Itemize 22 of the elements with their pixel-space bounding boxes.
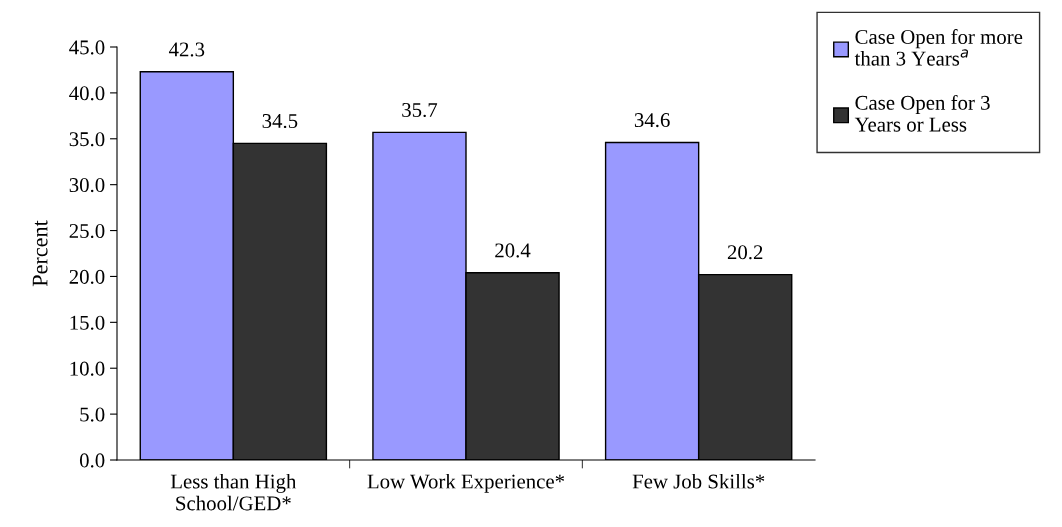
y-tick-label: 25.0 [69,223,105,239]
y-tick-label: 0.0 [79,453,105,468]
y-tick-label: 10.0 [70,361,105,376]
data-label: 34.5 [262,114,298,129]
x-tick-label: Low Work Experience* [367,473,565,493]
x-tick-label: Few Job Skills* [632,473,765,489]
data-label: 42.3 [168,42,205,57]
y-tick-label: 30.0 [69,178,105,193]
y-tick-label: 45.0 [69,40,105,55]
data-label: 20.2 [727,245,763,260]
y-tick-label: 15.0 [70,315,105,330]
y-tick-label: 5.0 [80,407,105,422]
y-axis-title: Percent [32,220,48,287]
legend-label: Case Open for 3 Years or Less [854,94,990,132]
data-label: 34.6 [634,113,670,128]
y-tick-label: 20.0 [69,269,105,284]
data-label: 20.4 [495,243,531,258]
legend-label: Case Open for more than 3 Years$^{a}$ [854,29,1023,66]
y-tick-label: 40.0 [69,86,105,101]
data-label: 35.7 [402,103,438,118]
y-tick-label: 35.0 [69,132,105,147]
x-tick-label: Less than High School/GED* [170,473,297,511]
